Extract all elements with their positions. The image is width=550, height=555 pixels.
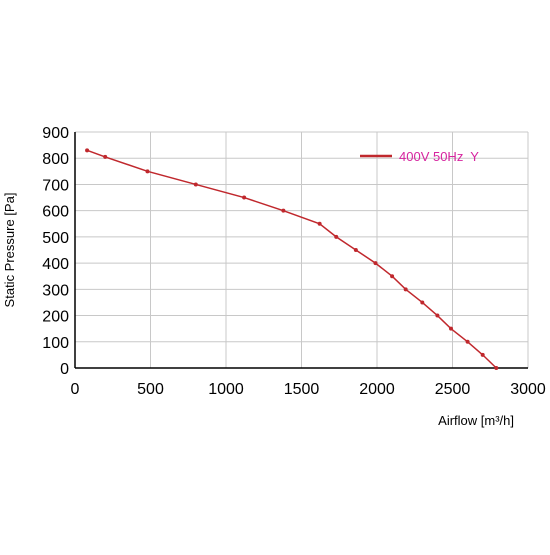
x-tick-label: 0 (71, 381, 80, 398)
point (448, 326, 453, 331)
y-tick-label: 800 (42, 151, 69, 168)
y-tick-label: 400 (42, 256, 69, 273)
y-tick-label: 200 (42, 309, 69, 326)
x-tick-label: 2500 (435, 381, 471, 398)
y-axis-label: Static Pressure [Pa] (2, 193, 17, 308)
point (193, 182, 198, 187)
point (403, 287, 408, 292)
point (317, 221, 322, 226)
point (281, 208, 286, 213)
x-axis-label: Airflow [m³/h] (438, 413, 514, 428)
point (435, 313, 440, 318)
y-tick-label: 100 (42, 335, 69, 352)
x-tick-label: 500 (137, 381, 164, 398)
legend-label: 400V 50Hz Y (399, 149, 479, 164)
point (390, 274, 395, 279)
y-tick-label: 900 (42, 125, 69, 142)
y-tick-label: 300 (42, 282, 69, 299)
x-tick-label: 1000 (208, 381, 244, 398)
x-tick-label: 2000 (359, 381, 395, 398)
point (334, 234, 339, 239)
point (465, 339, 470, 344)
point (85, 148, 90, 153)
y-tick-label: 0 (60, 361, 69, 378)
point (420, 300, 425, 305)
point (103, 154, 108, 159)
x-tick-label: 3000 (510, 381, 546, 398)
point (494, 366, 499, 370)
x-tick-label: 1500 (284, 381, 320, 398)
point (242, 195, 247, 200)
y-tick-label: 500 (42, 230, 69, 247)
y-tick-label: 600 (42, 204, 69, 221)
series-line (86, 149, 497, 369)
y-tick-label: 700 (42, 177, 69, 194)
point (145, 169, 150, 174)
point (480, 352, 485, 357)
point (353, 248, 358, 252)
point (373, 261, 378, 266)
